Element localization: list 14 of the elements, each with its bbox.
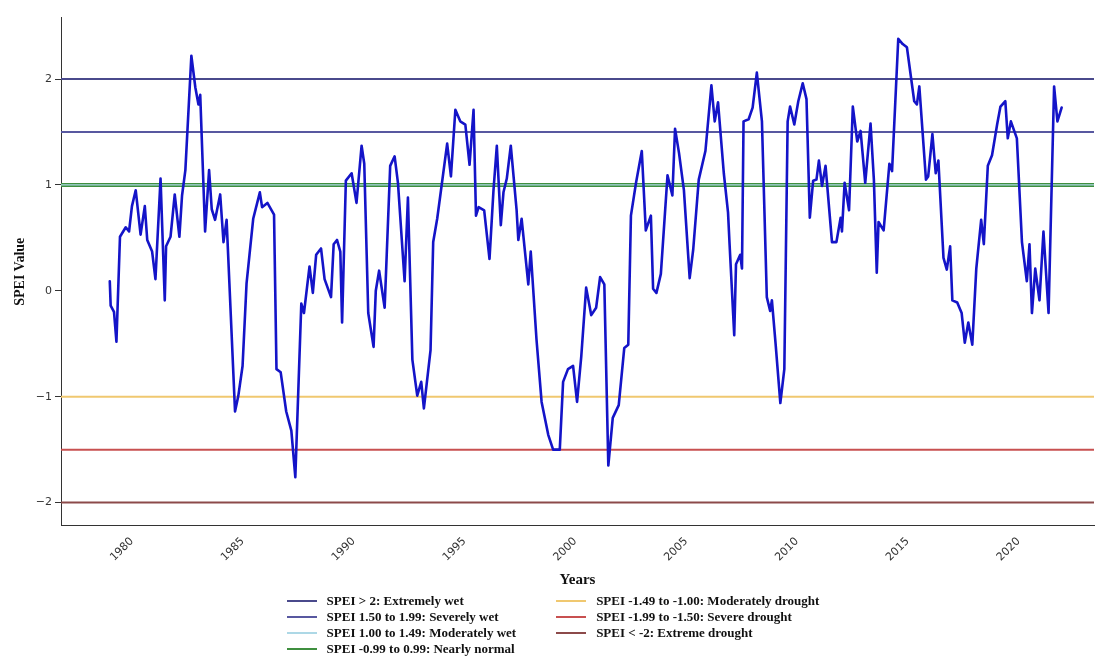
legend-label: SPEI 1.50 to 1.99: Severely wet bbox=[326, 609, 499, 625]
legend-label: SPEI -1.99 to -1.50: Severe drought bbox=[596, 609, 792, 625]
legend-label: SPEI 1.00 to 1.49: Moderately wet bbox=[326, 625, 517, 641]
legend-label: SPEI -1.49 to -1.00: Moderately drought bbox=[596, 593, 820, 609]
legend-label: SPEI -0.99 to 0.99: Nearly normal bbox=[326, 641, 515, 657]
y-tick-label: −2 bbox=[35, 495, 53, 509]
x-axis-title: Years bbox=[559, 570, 596, 587]
y-tick-label: 1 bbox=[45, 177, 53, 191]
y-tick-label: 0 bbox=[45, 283, 53, 297]
y-axis-title: SPEI Value bbox=[12, 237, 28, 306]
y-tick-label: 2 bbox=[45, 71, 53, 85]
legend-label: SPEI > 2: Extremely wet bbox=[326, 593, 464, 609]
y-tick-label: −1 bbox=[35, 389, 53, 403]
legend-label: SPEI < -2: Extreme drought bbox=[596, 625, 753, 641]
